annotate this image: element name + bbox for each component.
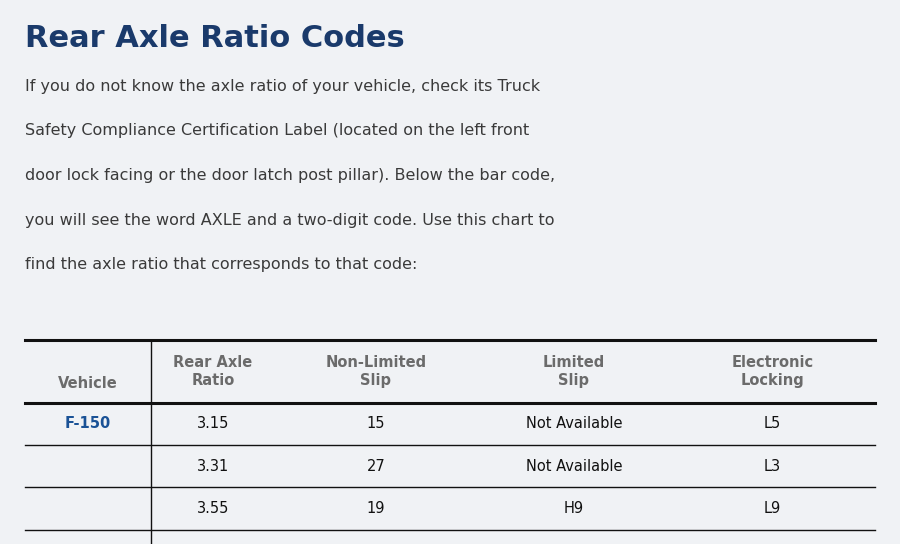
- Text: Not Available: Not Available: [526, 416, 622, 431]
- Text: Not Available: Not Available: [526, 459, 622, 474]
- Text: L3: L3: [764, 459, 781, 474]
- Text: door lock facing or the door latch post pillar). Below the bar code,: door lock facing or the door latch post …: [25, 168, 555, 183]
- Text: L9: L9: [764, 501, 781, 516]
- Text: 3.55: 3.55: [197, 501, 229, 516]
- Text: F-150: F-150: [65, 416, 112, 431]
- Text: 19: 19: [366, 501, 385, 516]
- Text: 3.15: 3.15: [197, 416, 229, 431]
- Text: Limited
Slip: Limited Slip: [543, 355, 605, 388]
- Text: L5: L5: [764, 416, 781, 431]
- Text: Electronic
Locking: Electronic Locking: [732, 355, 814, 388]
- Text: Rear Axle
Ratio: Rear Axle Ratio: [173, 355, 253, 388]
- Text: H9: H9: [563, 501, 584, 516]
- Text: Non-Limited
Slip: Non-Limited Slip: [325, 355, 427, 388]
- Text: If you do not know the axle ratio of your vehicle, check its Truck: If you do not know the axle ratio of you…: [25, 79, 540, 94]
- Text: 27: 27: [366, 459, 385, 474]
- Text: Rear Axle Ratio Codes: Rear Axle Ratio Codes: [25, 24, 405, 53]
- Text: 3.31: 3.31: [197, 459, 229, 474]
- Text: you will see the word AXLE and a two-digit code. Use this chart to: you will see the word AXLE and a two-dig…: [25, 213, 554, 228]
- Text: Safety Compliance Certification Label (located on the left front: Safety Compliance Certification Label (l…: [25, 123, 529, 139]
- Text: 15: 15: [366, 416, 385, 431]
- Text: Vehicle: Vehicle: [58, 376, 118, 391]
- Text: find the axle ratio that corresponds to that code:: find the axle ratio that corresponds to …: [25, 257, 418, 273]
